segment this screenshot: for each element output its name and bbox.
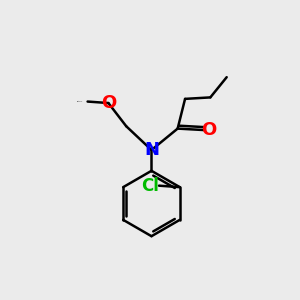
Text: O: O	[201, 121, 217, 139]
Text: N: N	[144, 141, 159, 159]
Text: O: O	[101, 94, 116, 112]
Text: Cl: Cl	[141, 177, 159, 195]
Text: methoxy: methoxy	[76, 101, 83, 102]
